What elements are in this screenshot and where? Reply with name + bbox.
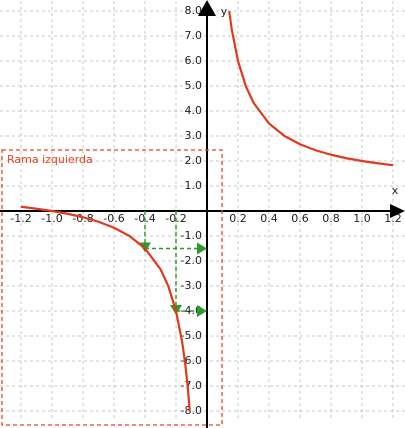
x-tick-label: 0.6 <box>291 212 309 225</box>
y-axis-label: y <box>221 5 228 18</box>
y-tick-label: 5.0 <box>185 79 203 92</box>
y-tick-label: 8.0 <box>185 4 203 17</box>
y-tick-label: 1.0 <box>185 179 203 192</box>
curve <box>20 10 394 412</box>
x-axis-label: x <box>392 184 399 197</box>
x-tick-label: -1.2 <box>10 212 31 225</box>
y-tick-label: -2.0 <box>181 254 202 267</box>
x-tick-label: 1.0 <box>353 212 371 225</box>
y-axis-arrow <box>198 0 216 16</box>
y-tick-label: 4.0 <box>185 104 203 117</box>
y-tick-label: -1.0 <box>181 229 202 242</box>
x-tick-label: 1.2 <box>384 212 402 225</box>
y-tick-label: 7.0 <box>185 29 203 42</box>
x-tick-label: -1.0 <box>41 212 62 225</box>
y-tick-label: -8.0 <box>181 404 202 417</box>
y-tick-label: 2.0 <box>185 154 203 167</box>
x-tick-label: 0.4 <box>260 212 278 225</box>
y-tick-label: 6.0 <box>185 54 203 67</box>
annotation-text: Rama izquierda <box>7 153 93 166</box>
x-tick-label: 0.8 <box>322 212 340 225</box>
x-tick-label: 0.2 <box>229 212 247 225</box>
annotation-box <box>1 149 223 426</box>
y-tick-label: 3.0 <box>185 129 203 142</box>
x-axis-arrow <box>390 204 405 218</box>
y-tick-label: -3.0 <box>181 279 202 292</box>
guide-arrow <box>197 242 207 255</box>
guide-arrow <box>197 305 207 317</box>
x-tick-label: -0.6 <box>103 212 124 225</box>
y-tick-label: -7.0 <box>181 379 202 392</box>
y-tick-label: -5.0 <box>181 329 202 342</box>
